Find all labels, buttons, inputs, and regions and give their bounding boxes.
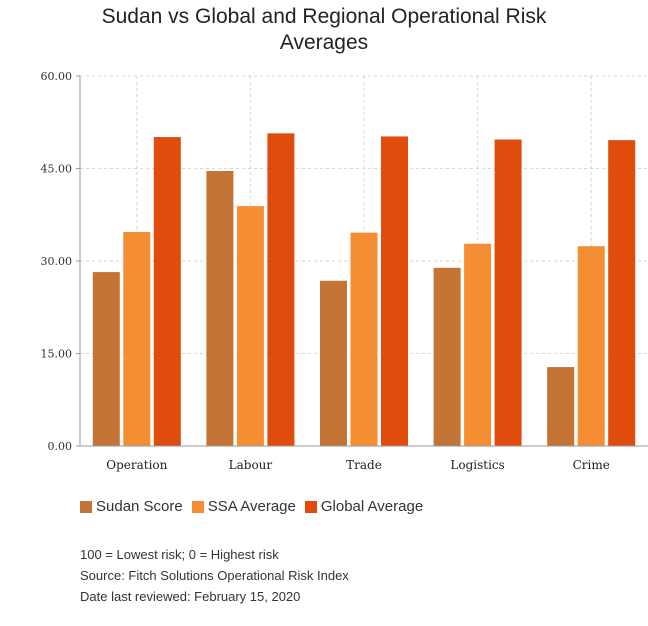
bar-sudan-score[interactable] [547,367,575,446]
y-tick-label: 30.00 [41,255,73,268]
bar-ssa-average[interactable] [123,232,151,446]
axis-labels: 0.00 15.00 30.00 45.00 60.00 Operation Labour T… [41,70,610,472]
chart-title-line-2: Averages [279,31,369,54]
legend-swatch-sudan-score [80,500,92,513]
axes [76,75,648,447]
legend-item-global-average[interactable]: Global Average [304,498,424,515]
legend-swatch-global-average [304,500,317,513]
legend-swatch-ssa-average [191,500,204,513]
bar-sudan-score[interactable] [320,280,347,446]
note-risk-scale: 100 = Lowest risk; 0 = Highest risk [80,547,279,562]
bar-global-average[interactable] [267,133,295,446]
legend: Sudan Score SSA Average Global Average [80,498,432,515]
bars [92,133,636,447]
y-tick-label: 0.00 [48,440,73,453]
legend-label-sudan-score: Sudan Score [96,498,183,515]
x-tick-label: Labour [229,458,273,472]
y-tick-label: 60.00 [41,70,73,83]
y-tick-label: 15.00 [41,348,73,361]
bar-sudan-score[interactable] [433,267,461,446]
chart-title-line-1: Sudan vs Global and Regional Operational… [101,5,547,28]
x-tick-label: Trade [346,458,382,472]
x-tick-label: Crime [573,458,610,472]
bar-chart: 0.00 15.00 30.00 45.00 60.00 Operation Labour T… [41,70,648,472]
bar-sudan-score[interactable] [92,272,120,446]
bar-global-average[interactable] [494,139,522,446]
bar-sudan-score[interactable] [206,170,234,446]
legend-item-sudan-score[interactable]: Sudan Score [80,498,183,515]
note-date-reviewed: Date last reviewed: February 15, 2020 [80,589,301,604]
bar-global-average[interactable] [381,136,408,446]
chart-title: Sudan vs Global and Regional Operational… [0,4,648,56]
bar-global-average[interactable] [608,140,636,446]
x-tick-label: Operation [106,458,167,472]
y-tick-label: 45.00 [41,163,73,176]
chart-notes: 100 = Lowest risk; 0 = Highest risk Sour… [80,544,349,607]
bar-ssa-average[interactable] [350,232,378,446]
bar-ssa-average[interactable] [577,246,605,446]
bar-ssa-average[interactable] [464,243,492,446]
legend-label-global-average: Global Average [320,498,424,515]
bar-ssa-average[interactable] [236,206,264,446]
legend-item-ssa-average[interactable]: SSA Average [191,498,296,515]
legend-label-ssa-average: SSA Average [207,498,296,515]
x-tick-label: Logistics [450,458,504,472]
bar-global-average[interactable] [153,137,181,447]
note-source: Source: Fitch Solutions Operational Risk… [80,568,349,583]
